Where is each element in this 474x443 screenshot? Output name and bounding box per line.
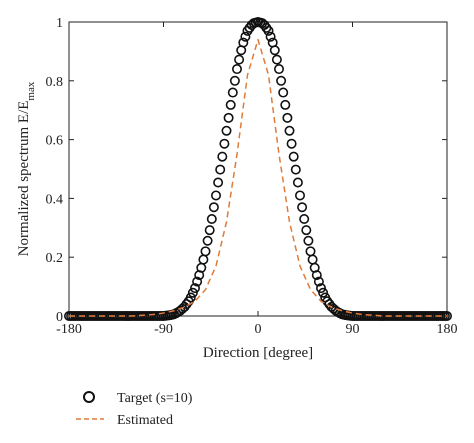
target-marker — [269, 45, 280, 56]
series-estimated-line — [69, 38, 447, 317]
legend-label-target: Target (s=10) — [117, 391, 193, 406]
legend-marker-target — [83, 391, 95, 403]
target-marker — [263, 25, 274, 36]
x-tick-labels: -180 -90 0 90 180 — [56, 322, 457, 337]
x-tick-label: 90 — [346, 322, 360, 337]
target-marker — [273, 64, 284, 75]
target-marker — [202, 235, 213, 246]
x-tick-label: -180 — [56, 322, 82, 337]
target-marker — [221, 125, 232, 136]
y-axis-title-sub: max — [25, 81, 37, 100]
target-marker — [211, 190, 222, 201]
target-marker — [288, 151, 299, 162]
target-marker — [278, 87, 289, 98]
series-layer — [64, 16, 452, 321]
target-marker — [441, 310, 452, 321]
target-marker — [265, 31, 276, 42]
target-marker — [284, 125, 295, 136]
target-marker — [208, 202, 219, 213]
target-marker — [271, 54, 282, 65]
target-marker — [303, 235, 314, 246]
target-marker — [280, 99, 291, 110]
target-marker — [238, 37, 249, 48]
legend: Target (s=10) Estimated — [76, 391, 193, 428]
target-marker — [301, 225, 312, 236]
target-marker — [229, 75, 240, 86]
y-tick-label: 0.6 — [46, 134, 64, 149]
target-marker — [282, 112, 293, 123]
y-tick-label: 0 — [56, 310, 63, 325]
y-tick-label: 0.4 — [46, 192, 64, 207]
target-marker — [315, 283, 326, 294]
target-marker — [219, 138, 230, 149]
y-axis-title: Normalized spectrum E/Emax — [16, 81, 37, 256]
target-marker — [318, 287, 329, 298]
target-marker — [290, 164, 301, 175]
target-marker — [299, 213, 310, 224]
target-marker — [292, 177, 303, 188]
target-marker — [297, 202, 308, 213]
target-marker — [192, 276, 203, 287]
x-tick-label: -90 — [154, 322, 173, 337]
target-marker — [307, 254, 318, 265]
target-marker — [311, 270, 322, 281]
x-axis-title: Direction [degree] — [203, 345, 313, 361]
target-marker — [313, 276, 324, 287]
plot-frame — [68, 21, 448, 317]
target-marker — [190, 283, 201, 294]
y-tick-labels: 0 0.2 0.4 0.6 0.8 1 — [46, 16, 64, 325]
target-marker — [200, 246, 211, 257]
target-marker — [286, 138, 297, 149]
target-marker — [232, 64, 243, 75]
target-marker — [213, 177, 224, 188]
target-marker — [185, 292, 196, 303]
legend-label-estimated: Estimated — [117, 413, 173, 428]
target-marker — [204, 225, 215, 236]
target-marker — [234, 54, 245, 65]
target-marker — [305, 246, 316, 257]
x-tick-label: 0 — [255, 322, 262, 337]
x-tick-label: 180 — [437, 322, 458, 337]
target-marker — [187, 287, 198, 298]
target-marker — [294, 190, 305, 201]
series-target — [64, 16, 452, 321]
target-marker — [198, 254, 209, 265]
y-tick-label: 0.8 — [46, 75, 64, 90]
y-tick-label: 1 — [56, 16, 63, 31]
y-axis-title-main: Normalized spectrum E/E — [16, 101, 32, 257]
target-marker — [217, 151, 228, 162]
y-tick-label: 0.2 — [46, 251, 64, 266]
target-marker — [227, 87, 238, 98]
target-marker — [276, 75, 287, 86]
target-marker — [215, 164, 226, 175]
target-marker — [225, 99, 236, 110]
axis-ticks — [68, 21, 448, 317]
target-marker — [240, 31, 251, 42]
target-marker — [206, 213, 217, 224]
target-marker — [223, 112, 234, 123]
